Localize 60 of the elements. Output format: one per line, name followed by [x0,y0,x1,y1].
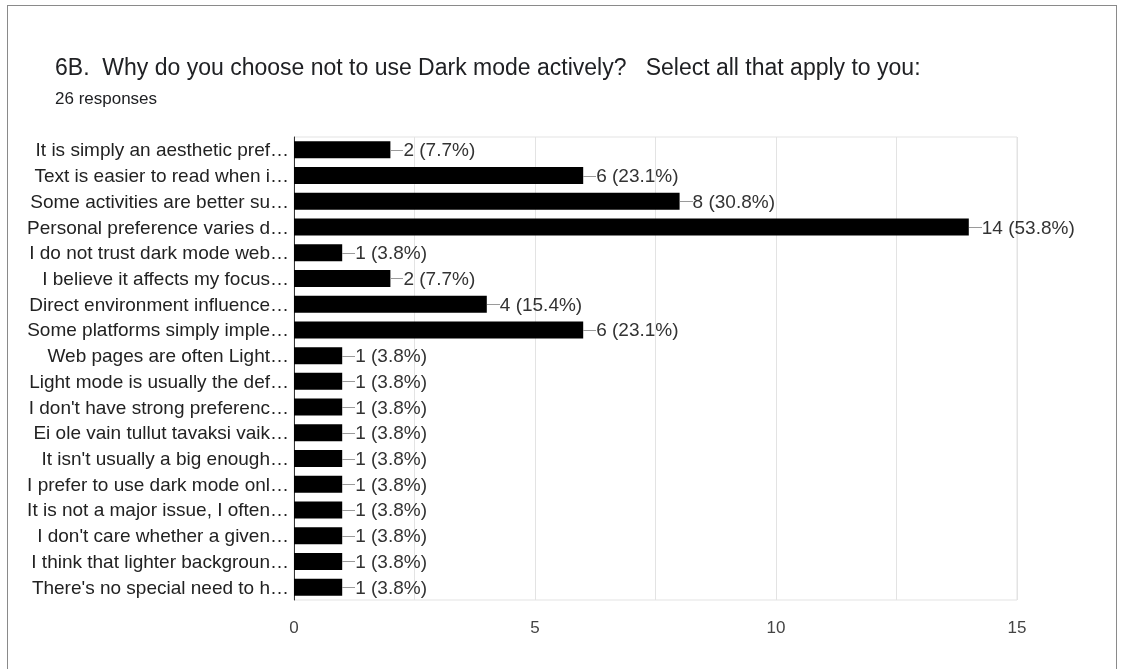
data-label: 6 (23.1%) [596,319,679,341]
bar [294,321,584,339]
bar [294,552,343,570]
y-tick-label: I don't have strong preferenc… [28,396,289,418]
bar [294,192,680,210]
data-label: 1 (3.8%) [355,422,428,444]
data-label: 1 (3.8%) [355,370,428,392]
data-label: 1 (3.8%) [355,525,428,547]
x-tick-label: 5 [530,618,540,637]
y-tick-label: I don't care whether a given… [37,525,289,547]
data-label: 1 (3.8%) [355,499,428,521]
y-tick-label: Light mode is usually the def… [29,370,289,392]
bar [294,475,343,493]
bar [294,295,487,313]
y-tick-label: It is not a major issue, I often… [27,499,289,521]
bar [294,372,343,390]
bar [294,167,584,185]
bar [294,218,969,236]
data-label: 1 (3.8%) [355,396,428,418]
bar [294,244,343,262]
y-tick-label: It is simply an aesthetic pref… [35,139,289,161]
data-label: 2 (7.7%) [403,267,476,289]
y-tick-label: Text is easier to read when i… [34,165,289,187]
bar [294,141,391,159]
y-tick-label: I believe it affects my focus… [42,267,289,289]
data-label: 1 (3.8%) [355,345,428,367]
x-tick-label: 15 [1007,618,1027,637]
y-tick-label: Personal preference varies d… [27,216,289,238]
bar [294,398,343,416]
data-label: 1 (3.8%) [355,550,428,572]
data-label: 8 (30.8%) [692,190,775,212]
y-tick-label: I think that lighter backgroun… [31,550,289,572]
bar [294,450,343,468]
data-label: 14 (53.8%) [981,216,1075,238]
data-label: 1 (3.8%) [355,473,428,495]
y-tick-label: Ei ole vain tullut tavaksi vaik… [33,422,289,444]
y-tick-label: Direct environment influence… [29,293,289,315]
data-label: 1 (3.8%) [355,242,428,264]
y-tick-label: It isn't usually a big enough… [41,448,289,470]
data-label: 1 (3.8%) [355,576,428,598]
y-tick-label: I do not trust dark mode web… [29,242,289,264]
data-label: 2 (7.7%) [403,139,476,161]
y-tick-label: Some activities are better su… [30,190,289,212]
y-tick-label: There's no special need to h… [31,576,289,598]
data-label: 1 (3.8%) [355,448,428,470]
y-tick-label: Some platforms simply imple… [27,319,289,341]
bar [294,424,343,442]
data-label: 4 (15.4%) [499,293,583,315]
bar [294,578,343,596]
x-tick-label: 10 [766,618,786,637]
bar [294,501,343,519]
text: 26 responses [55,89,158,108]
y-tick-label: I prefer to use dark mode onl… [27,473,289,495]
bar [294,527,343,545]
data-label: 6 (23.1%) [596,165,679,187]
bar [294,347,343,365]
y-tick-label: Web pages are often Light… [47,345,289,367]
chart-title: 6B. Why do you choose not to use Dark mode actively? Select all that apply to you: [55,53,921,80]
bar [294,269,391,287]
x-tick-label: 0 [289,618,299,637]
